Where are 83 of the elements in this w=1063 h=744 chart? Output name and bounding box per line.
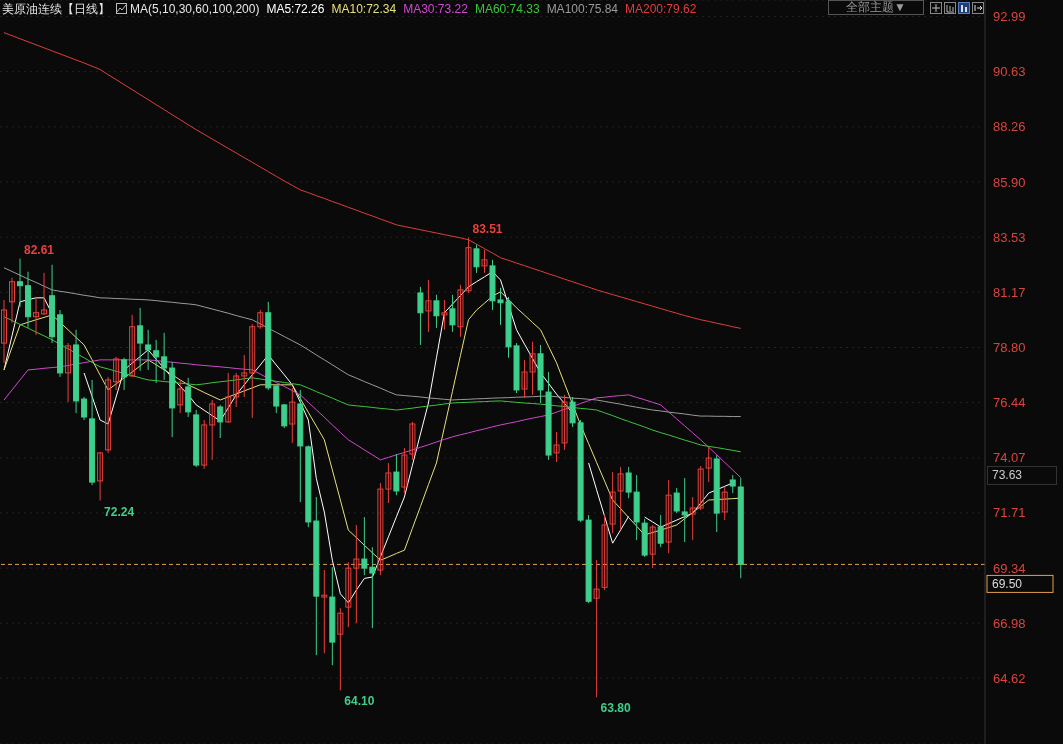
text: 全部主题▼ — [828, 0, 924, 15]
text: MA200:79.62 — [625, 2, 697, 16]
chart-title: 美原油连续【日线】 — [2, 2, 110, 16]
candlestick — [161, 332, 168, 381]
candlestick — [145, 329, 152, 371]
y-tick-label: 71.71 — [993, 505, 1026, 521]
text: MA100:75.84 — [546, 2, 619, 16]
line-series — [3, 32, 742, 329]
y-tick-label: 92.99 — [993, 9, 1026, 25]
candlestick — [681, 477, 688, 543]
candlestick — [209, 399, 216, 461]
candlestick — [201, 419, 208, 470]
candlestick — [473, 244, 480, 274]
candlestick — [337, 607, 344, 691]
y-tick-label: 69.34 — [993, 560, 1026, 576]
candlestick — [273, 384, 280, 414]
candlestick — [217, 404, 224, 439]
candlestick — [41, 272, 48, 316]
candlestick — [673, 487, 680, 514]
annotation: 64.10 — [344, 694, 375, 709]
candlestick — [289, 387, 296, 444]
y-tick-label: 90.63 — [993, 64, 1026, 80]
candlestick — [593, 559, 600, 698]
candlestick — [105, 376, 112, 454]
candlestick — [665, 479, 672, 554]
y-tick-label: 85.90 — [993, 174, 1026, 190]
ref-line-label: 69.50 — [992, 577, 1023, 592]
candlestick — [17, 258, 24, 308]
candlestick — [433, 294, 440, 329]
candlestick — [705, 446, 712, 483]
annotation: 72.24 — [104, 504, 135, 519]
annotation: 83.51 — [472, 221, 503, 236]
candlestick — [345, 561, 352, 628]
candlestick — [281, 403, 288, 429]
candlestick — [81, 396, 88, 421]
candlestick — [241, 354, 248, 398]
candlestick — [689, 496, 696, 541]
candlestick — [561, 394, 568, 451]
candlestick — [441, 299, 448, 331]
y-tick-label: 76.44 — [993, 395, 1026, 411]
candlestick — [1, 299, 7, 364]
candlestick — [657, 514, 664, 548]
legend-title: MA(5,10,30,60,100,200) — [130, 2, 260, 16]
candlestick — [113, 356, 120, 391]
candlestick — [257, 309, 264, 330]
candlestick — [425, 279, 432, 333]
candlestick — [121, 357, 128, 391]
candlestick — [249, 323, 256, 419]
candlestick — [697, 465, 704, 511]
candlestick — [137, 307, 144, 372]
line-series — [3, 267, 742, 418]
candlestick — [65, 342, 72, 403]
candlestick — [97, 451, 104, 502]
candlestick — [177, 379, 184, 414]
y-tick-label: 81.17 — [993, 284, 1026, 300]
text: MA30:73.22 — [403, 2, 468, 16]
y-tick-label: 66.98 — [993, 615, 1026, 631]
y-tick-label: 83.53 — [993, 229, 1026, 245]
y-tick-label: 88.26 — [993, 119, 1026, 135]
candlestick — [225, 372, 232, 424]
candlestick — [153, 339, 160, 384]
candlestick — [481, 249, 488, 274]
candlestick — [393, 453, 400, 496]
text: 73.63 — [987, 466, 1057, 486]
candlestick — [129, 314, 136, 378]
text: MA60:74.33 — [474, 2, 540, 16]
candlestick — [553, 431, 560, 463]
text: MA10:72.34 — [331, 2, 397, 16]
candlestick — [353, 524, 360, 624]
candlestick — [449, 294, 456, 333]
annotation: 82.61 — [24, 242, 55, 257]
candlestick — [721, 486, 728, 521]
candlestick — [33, 296, 40, 336]
y-tick-label: 64.62 — [993, 670, 1026, 686]
text: MA5:72.26 — [266, 2, 325, 16]
candlestick — [321, 569, 328, 654]
candlestick — [233, 372, 240, 408]
candlestick — [417, 286, 424, 346]
y-tick-label: 78.80 — [993, 340, 1026, 356]
annotation: 63.80 — [600, 701, 631, 716]
candlestick — [9, 277, 16, 324]
y-tick-label: 74.07 — [993, 450, 1026, 466]
candlestick — [649, 524, 656, 569]
